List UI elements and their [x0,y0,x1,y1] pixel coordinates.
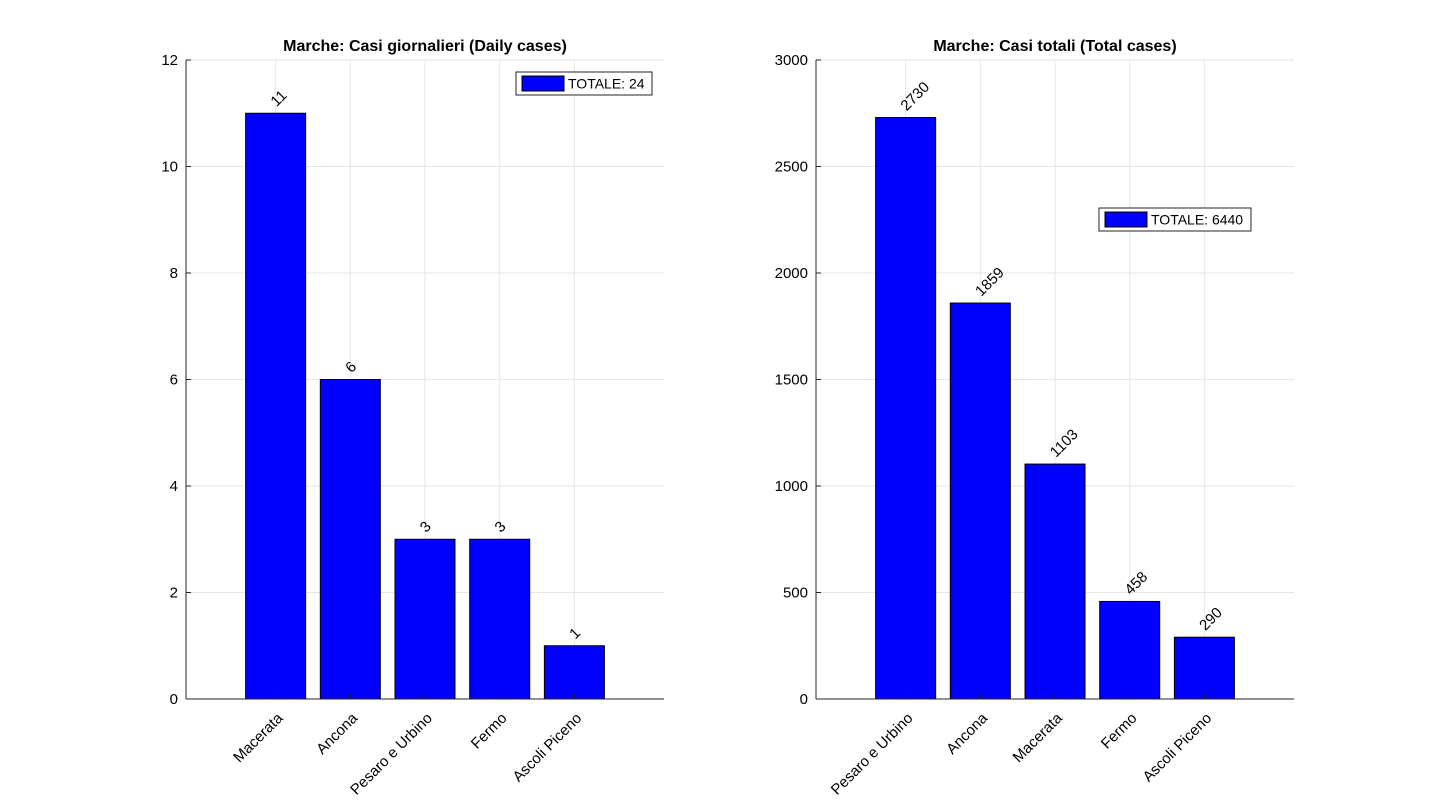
bar [1024,463,1086,700]
data-label: 1 [566,625,584,643]
legend-label: TOTALE: 24 [568,76,645,92]
y-tick-label: 6 [170,372,178,389]
category-label: Ancona [313,709,361,757]
y-tick-label: 3000 [775,52,808,69]
data-label: 2730 [897,79,933,115]
legend-swatch [1104,211,1148,228]
data-label: 458 [1121,569,1151,599]
category-label: Pesaro e Urbino [828,710,917,799]
y-tick-label: 4 [170,478,178,495]
y-tick-label: 2000 [775,265,808,282]
chart-title: Marche: Casi totali (Total cases) [933,38,1176,55]
chart-title: Marche: Casi giornalieri (Daily cases) [283,38,567,55]
bar [469,538,531,700]
daily-cases-chart: Marche: Casi giornalieri (Daily cases) 1… [161,38,664,798]
y-tick-label: 1000 [775,478,808,495]
bar [875,117,937,700]
legend-label: TOTALE: 6440 [1151,212,1243,228]
y-tick-label: 10 [161,159,178,176]
y-tick-label: 8 [170,265,178,282]
category-label: Ascoli Piceno [1140,710,1216,786]
legend: TOTALE: 24 [515,71,653,96]
legend-swatch [521,75,565,92]
category-label: Macerata [230,709,287,766]
data-label: 3 [491,518,509,536]
data-label: 11 [267,87,290,110]
bar [319,379,381,700]
y-tick-label: 0 [800,691,808,708]
y-tick-label: 2 [170,585,178,602]
bar [394,538,456,700]
y-tick-label: 2500 [775,159,808,176]
data-label: 3 [417,518,435,536]
y-tick-label: 500 [783,585,808,602]
y-tick-label: 12 [161,52,178,69]
total-cases-chart: Marche: Casi totali (Total cases) 2730 18… [775,38,1294,798]
category-label: Ascoli Piceno [510,710,586,786]
category-label: Fermo [1098,710,1141,753]
y-tick-label: 0 [170,691,178,708]
bar [1173,636,1235,700]
y-tick-label: 1500 [775,372,808,389]
bar [1099,600,1161,700]
bar [543,645,605,700]
category-label: Ancona [943,709,991,757]
data-label: 290 [1196,604,1226,634]
bar [949,302,1011,700]
data-label: 1859 [972,264,1008,300]
category-label: Fermo [468,710,511,753]
category-label: Macerata [1010,709,1067,766]
legend: TOTALE: 6440 [1098,207,1252,232]
data-label: 1103 [1047,426,1082,461]
category-label: Pesaro e Urbino [347,710,436,799]
data-label: 6 [342,358,360,376]
bar [245,112,307,700]
